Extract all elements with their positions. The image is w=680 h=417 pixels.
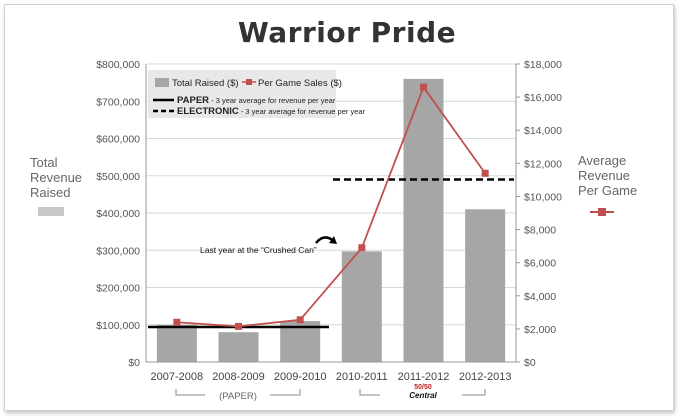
per-game-point-2010-2011 xyxy=(358,244,366,252)
right-tick-label: $2,000 xyxy=(524,324,556,336)
annotation-arrowhead-icon xyxy=(329,236,337,244)
bar-2011-2012 xyxy=(403,78,444,363)
chart-title: Warrior Pride xyxy=(238,16,456,49)
left-tick-label: $300,000 xyxy=(96,245,140,257)
legend-paper-name: PAPER xyxy=(177,95,209,106)
chart-card xyxy=(4,4,674,411)
left-tick-label: $0 xyxy=(128,357,140,369)
right-tick-label: $0 xyxy=(524,357,536,369)
left-tick-label: $600,000 xyxy=(96,134,140,146)
legend-paper-text: PAPER - 3 year average for revenue per y… xyxy=(177,95,336,106)
legend-electronic-desc: 3 year average for revenue per year xyxy=(245,107,365,116)
right-axis-legend-swatch xyxy=(590,208,614,216)
legend-line-label: Per Game Sales ($) xyxy=(258,78,342,89)
category-labels: 2007-2008 2008-2009 2009-2010 2010-2011 2011… xyxy=(151,371,512,383)
legend: Total Raised ($) Per Game Sales ($) PAPE… xyxy=(148,70,366,118)
fifty-fifty-central-logo: 50/50 Central xyxy=(409,384,437,400)
right-tick-label: $4,000 xyxy=(524,291,556,303)
right-tick-label: $12,000 xyxy=(524,158,562,170)
legend-electronic-name: ELECTRONIC xyxy=(177,106,239,117)
electronic-group-bracket xyxy=(359,389,486,396)
category-label: 2007-2008 xyxy=(151,371,204,383)
per-game-point-2007-2008 xyxy=(173,318,181,326)
left-axis-title: Total Revenue Raised xyxy=(30,155,86,200)
logo-top-text: 50/50 xyxy=(414,384,432,391)
right-tick-label: $10,000 xyxy=(524,191,562,203)
logo-bottom-text: Central xyxy=(409,391,437,400)
right-tick-labels: $0 $2,000 $4,000 $6,000 $8,000 $10,000 $12,000… xyxy=(524,59,562,369)
category-label: 2010-2011 xyxy=(336,371,388,383)
bar-2010-2011 xyxy=(341,251,382,362)
category-label: 2011-2012 xyxy=(398,371,450,383)
left-axis-title-line-2: Revenue xyxy=(30,170,82,185)
right-tick-label: $14,000 xyxy=(524,125,562,137)
right-tick-label: $8,000 xyxy=(524,225,556,237)
legend-electronic-text: ELECTRONIC - 3 year average for revenue … xyxy=(177,106,366,117)
per-game-point-2011-2012 xyxy=(420,83,427,91)
bar-2008-2009 xyxy=(218,332,259,362)
legend-paper-desc: 3 year average for revenue per year xyxy=(216,96,336,105)
legend-bar-label: Total Raised ($) xyxy=(172,78,239,89)
legend-line-marker xyxy=(246,79,252,85)
right-tick-label: $6,000 xyxy=(524,258,556,270)
paper-group-bracket xyxy=(175,389,301,396)
right-tick-label: $16,000 xyxy=(524,92,562,104)
annotation-text: Last year at the “Crushed Can” xyxy=(200,245,317,255)
per-game-line-path xyxy=(176,85,486,328)
left-axis-title-line-1: Total xyxy=(30,155,58,170)
paper-group-label: (PAPER) xyxy=(219,391,257,402)
right-axis-title-line-3: Per Game xyxy=(578,183,637,198)
bars xyxy=(156,78,506,363)
per-game-point-2012-2013 xyxy=(481,169,489,177)
left-tick-label: $500,000 xyxy=(96,171,140,183)
bar-2007-2008 xyxy=(156,324,197,362)
per-game-point-2009-2010 xyxy=(296,316,304,324)
right-axis-title: Average Revenue Per Game xyxy=(578,153,637,198)
right-axis-title-line-1: Average xyxy=(578,153,626,168)
right-tick-label: $18,000 xyxy=(524,59,562,71)
axes xyxy=(145,63,520,363)
category-label: 2009-2010 xyxy=(274,371,327,383)
left-tick-label: $400,000 xyxy=(96,208,140,220)
legend-bar-swatch xyxy=(155,78,169,87)
left-axis-title-line-3: Raised xyxy=(30,185,70,200)
left-tick-label: $100,000 xyxy=(96,320,140,332)
left-tick-label: $200,000 xyxy=(96,283,140,295)
category-label: 2008-2009 xyxy=(212,371,265,383)
right-axis-title-line-2: Revenue xyxy=(578,168,630,183)
left-tick-label: $800,000 xyxy=(96,59,140,71)
left-tick-labels: $0 $100,000 $200,000 $300,000 $400,000 $500,0… xyxy=(96,59,140,369)
bar-2012-2013 xyxy=(465,209,506,362)
per-game-line xyxy=(173,83,489,330)
left-axis-legend-swatch xyxy=(38,207,64,216)
per-game-point-2008-2009 xyxy=(235,322,242,330)
left-tick-label: $700,000 xyxy=(96,96,140,108)
crushed-can-annotation: Last year at the “Crushed Can” xyxy=(200,236,337,255)
legend-box xyxy=(148,70,336,118)
category-label: 2012-2013 xyxy=(459,371,512,383)
